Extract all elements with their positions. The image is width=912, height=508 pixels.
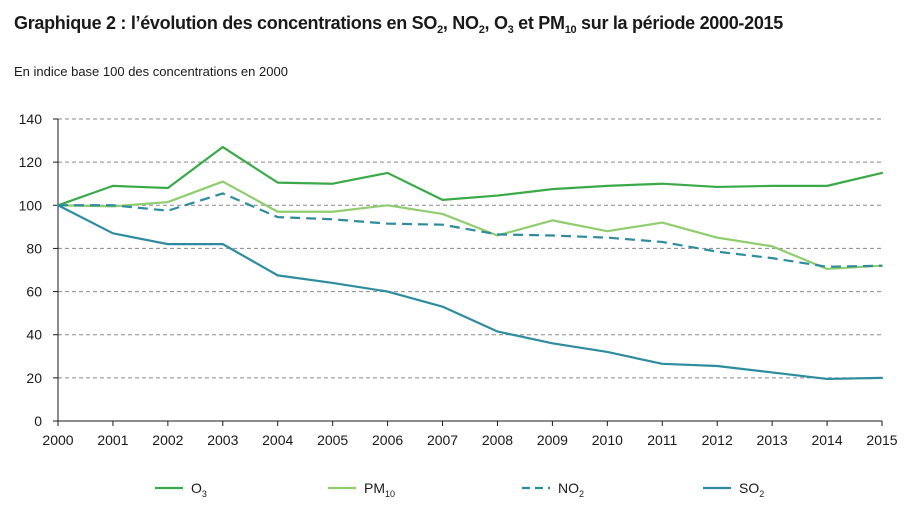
- y-tick-label: 60: [26, 284, 42, 300]
- x-tick-label: 2003: [207, 432, 238, 448]
- x-tick-label: 2009: [537, 432, 568, 448]
- y-tick-labels: 0 20 40 60 80 100 120 140: [19, 111, 43, 429]
- x-tick-label: 2004: [262, 432, 293, 448]
- legend: O3 PM10 NO2 SO2: [155, 480, 764, 499]
- x-tick-labels: 2000 2001 2002 2003 2004 2005 2006 2007 2008 2009…: [42, 432, 897, 448]
- page-title: Graphique 2 : l’évolution des concentrat…: [14, 13, 783, 36]
- x-tick-label: 2010: [592, 432, 623, 448]
- grid-lines: [58, 118, 882, 379]
- x-tick-label: 2007: [427, 432, 458, 448]
- x-tick-label: 2008: [482, 432, 513, 448]
- y-tick-label: 40: [26, 327, 42, 343]
- x-tick-label: 2011: [647, 432, 677, 448]
- y-tick-label: 0: [34, 413, 42, 429]
- x-tick-label: 2012: [702, 432, 733, 448]
- y-tick-label: 140: [19, 111, 43, 127]
- y-tick-label: 20: [26, 370, 42, 386]
- legend-label-no2: NO2: [558, 480, 584, 499]
- y-tick-label: 120: [19, 154, 43, 170]
- series-line-pm10: [56, 180, 884, 271]
- chart-subtitle: En indice base 100 des concentrations en…: [14, 64, 288, 79]
- axes: [53, 118, 883, 426]
- x-tick-label: 2002: [152, 432, 183, 448]
- x-tick-label: 2006: [372, 432, 403, 448]
- x-tick-label: 2013: [757, 432, 788, 448]
- x-tick-label: 2001: [97, 432, 128, 448]
- legend-label-pm10: PM10: [364, 480, 395, 499]
- legend-label-o3: O3: [191, 480, 207, 499]
- series-lines: [56, 145, 884, 381]
- series-line-so2: [56, 204, 884, 381]
- x-tick-label: 2015: [866, 432, 897, 448]
- y-tick-label: 80: [26, 240, 42, 256]
- series-line-no2: [58, 192, 883, 268]
- x-tick-label: 2005: [317, 432, 348, 448]
- series-line-o3: [56, 145, 884, 207]
- y-tick-label: 100: [19, 197, 43, 213]
- legend-label-so2: SO2: [739, 480, 764, 499]
- x-tick-label: 2014: [811, 432, 842, 448]
- x-tick-label: 2000: [42, 432, 73, 448]
